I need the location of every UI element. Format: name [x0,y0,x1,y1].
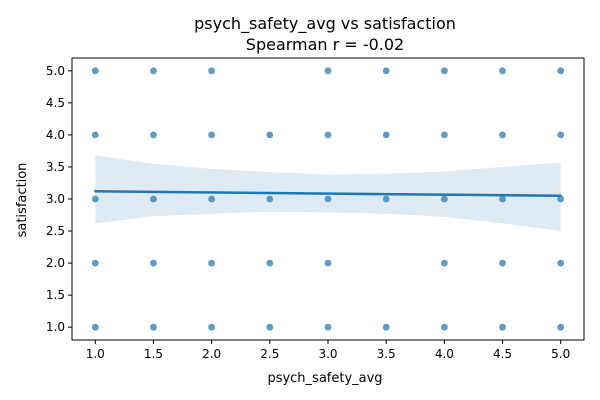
y-tick-label: 3.5 [46,160,65,174]
y-tick-label: 4.0 [46,128,65,142]
data-point [557,195,565,203]
data-point [557,131,565,139]
data-point [150,195,157,203]
data-point [382,131,390,139]
data-point [266,195,274,203]
data-point [324,323,332,331]
x-tick-label: 5.0 [551,347,570,361]
data-point [441,67,448,75]
data-point [91,67,99,75]
data-point [91,195,99,203]
data-point [382,67,390,75]
x-tick-label: 1.5 [144,347,163,361]
y-tick-label: 1.0 [46,320,65,334]
data-point [382,323,390,331]
data-point [499,323,506,331]
data-point [441,259,448,267]
y-tick-label: 5.0 [46,64,65,78]
data-point [324,67,332,75]
chart-title: psych_safety_avg vs satisfaction [194,14,456,34]
regression-line [94,190,562,198]
data-point [324,131,332,139]
x-tick-label: 3.0 [318,347,337,361]
y-tick-label: 2.0 [46,256,65,270]
y-tick-label: 3.0 [46,192,65,206]
x-tick-label: 4.5 [493,347,512,361]
regression-line-layer [94,190,562,198]
data-point [150,67,157,75]
y-axis-ticks: 1.0 1.5 2.0 2.5 3.0 3.5 4.0 4.5 5.0 [46,64,72,334]
data-point [208,195,216,203]
data-point [499,259,506,267]
y-tick-label: 2.5 [46,224,65,238]
data-point [499,67,506,75]
point-layer [91,67,565,331]
x-tick-label: 2.5 [260,347,279,361]
data-point [557,259,565,267]
x-axis-label: psych_safety_avg [267,371,382,386]
data-point [150,131,157,139]
data-point [499,195,506,203]
data-point [266,323,274,331]
x-axis-ticks: 1.0 1.5 2.0 2.5 3.0 3.5 4.0 4.5 5.0 [86,340,570,361]
data-point [324,259,332,267]
x-tick-label: 1.0 [86,347,105,361]
data-point [91,323,99,331]
data-point [91,259,99,267]
data-point [208,259,216,267]
data-point [382,195,390,203]
data-point [91,131,99,139]
data-point [266,131,274,139]
data-point [557,67,565,75]
data-point [266,259,274,267]
data-point [208,67,216,75]
y-tick-label: 4.5 [46,96,65,110]
data-point [208,323,216,331]
x-tick-label: 3.5 [377,347,396,361]
data-point [441,323,448,331]
x-tick-label: 2.0 [202,347,221,361]
data-point [324,195,332,203]
data-point [441,131,448,139]
y-tick-label: 1.5 [46,288,65,302]
y-axis-label: satisfaction [15,163,30,238]
x-tick-label: 4.0 [435,347,454,361]
data-point [150,323,157,331]
data-point [557,323,565,331]
data-point [499,131,506,139]
chart-subtitle: Spearman r = -0.02 [246,35,404,54]
data-point [150,259,157,267]
data-point [208,131,216,139]
data-point [441,195,448,203]
